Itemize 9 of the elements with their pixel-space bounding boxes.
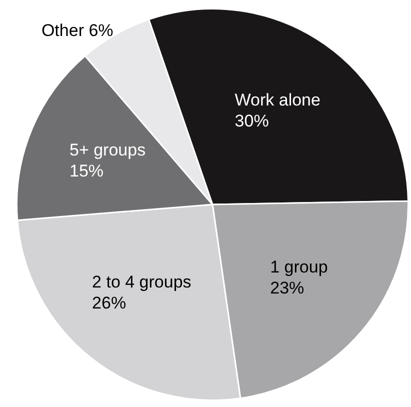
data-label: 23% [270,278,304,298]
data-label: 30% [234,112,269,131]
slice-label: 1 group [270,257,328,276]
slice-label: 5+ groups [69,140,146,160]
slice-label: 2 to 4 groups [92,272,192,292]
slice-label: Work alone [234,90,320,110]
slice-label: Other 6% [41,20,114,40]
data-label: 26% [92,293,126,312]
data-label: 15% [69,161,104,180]
